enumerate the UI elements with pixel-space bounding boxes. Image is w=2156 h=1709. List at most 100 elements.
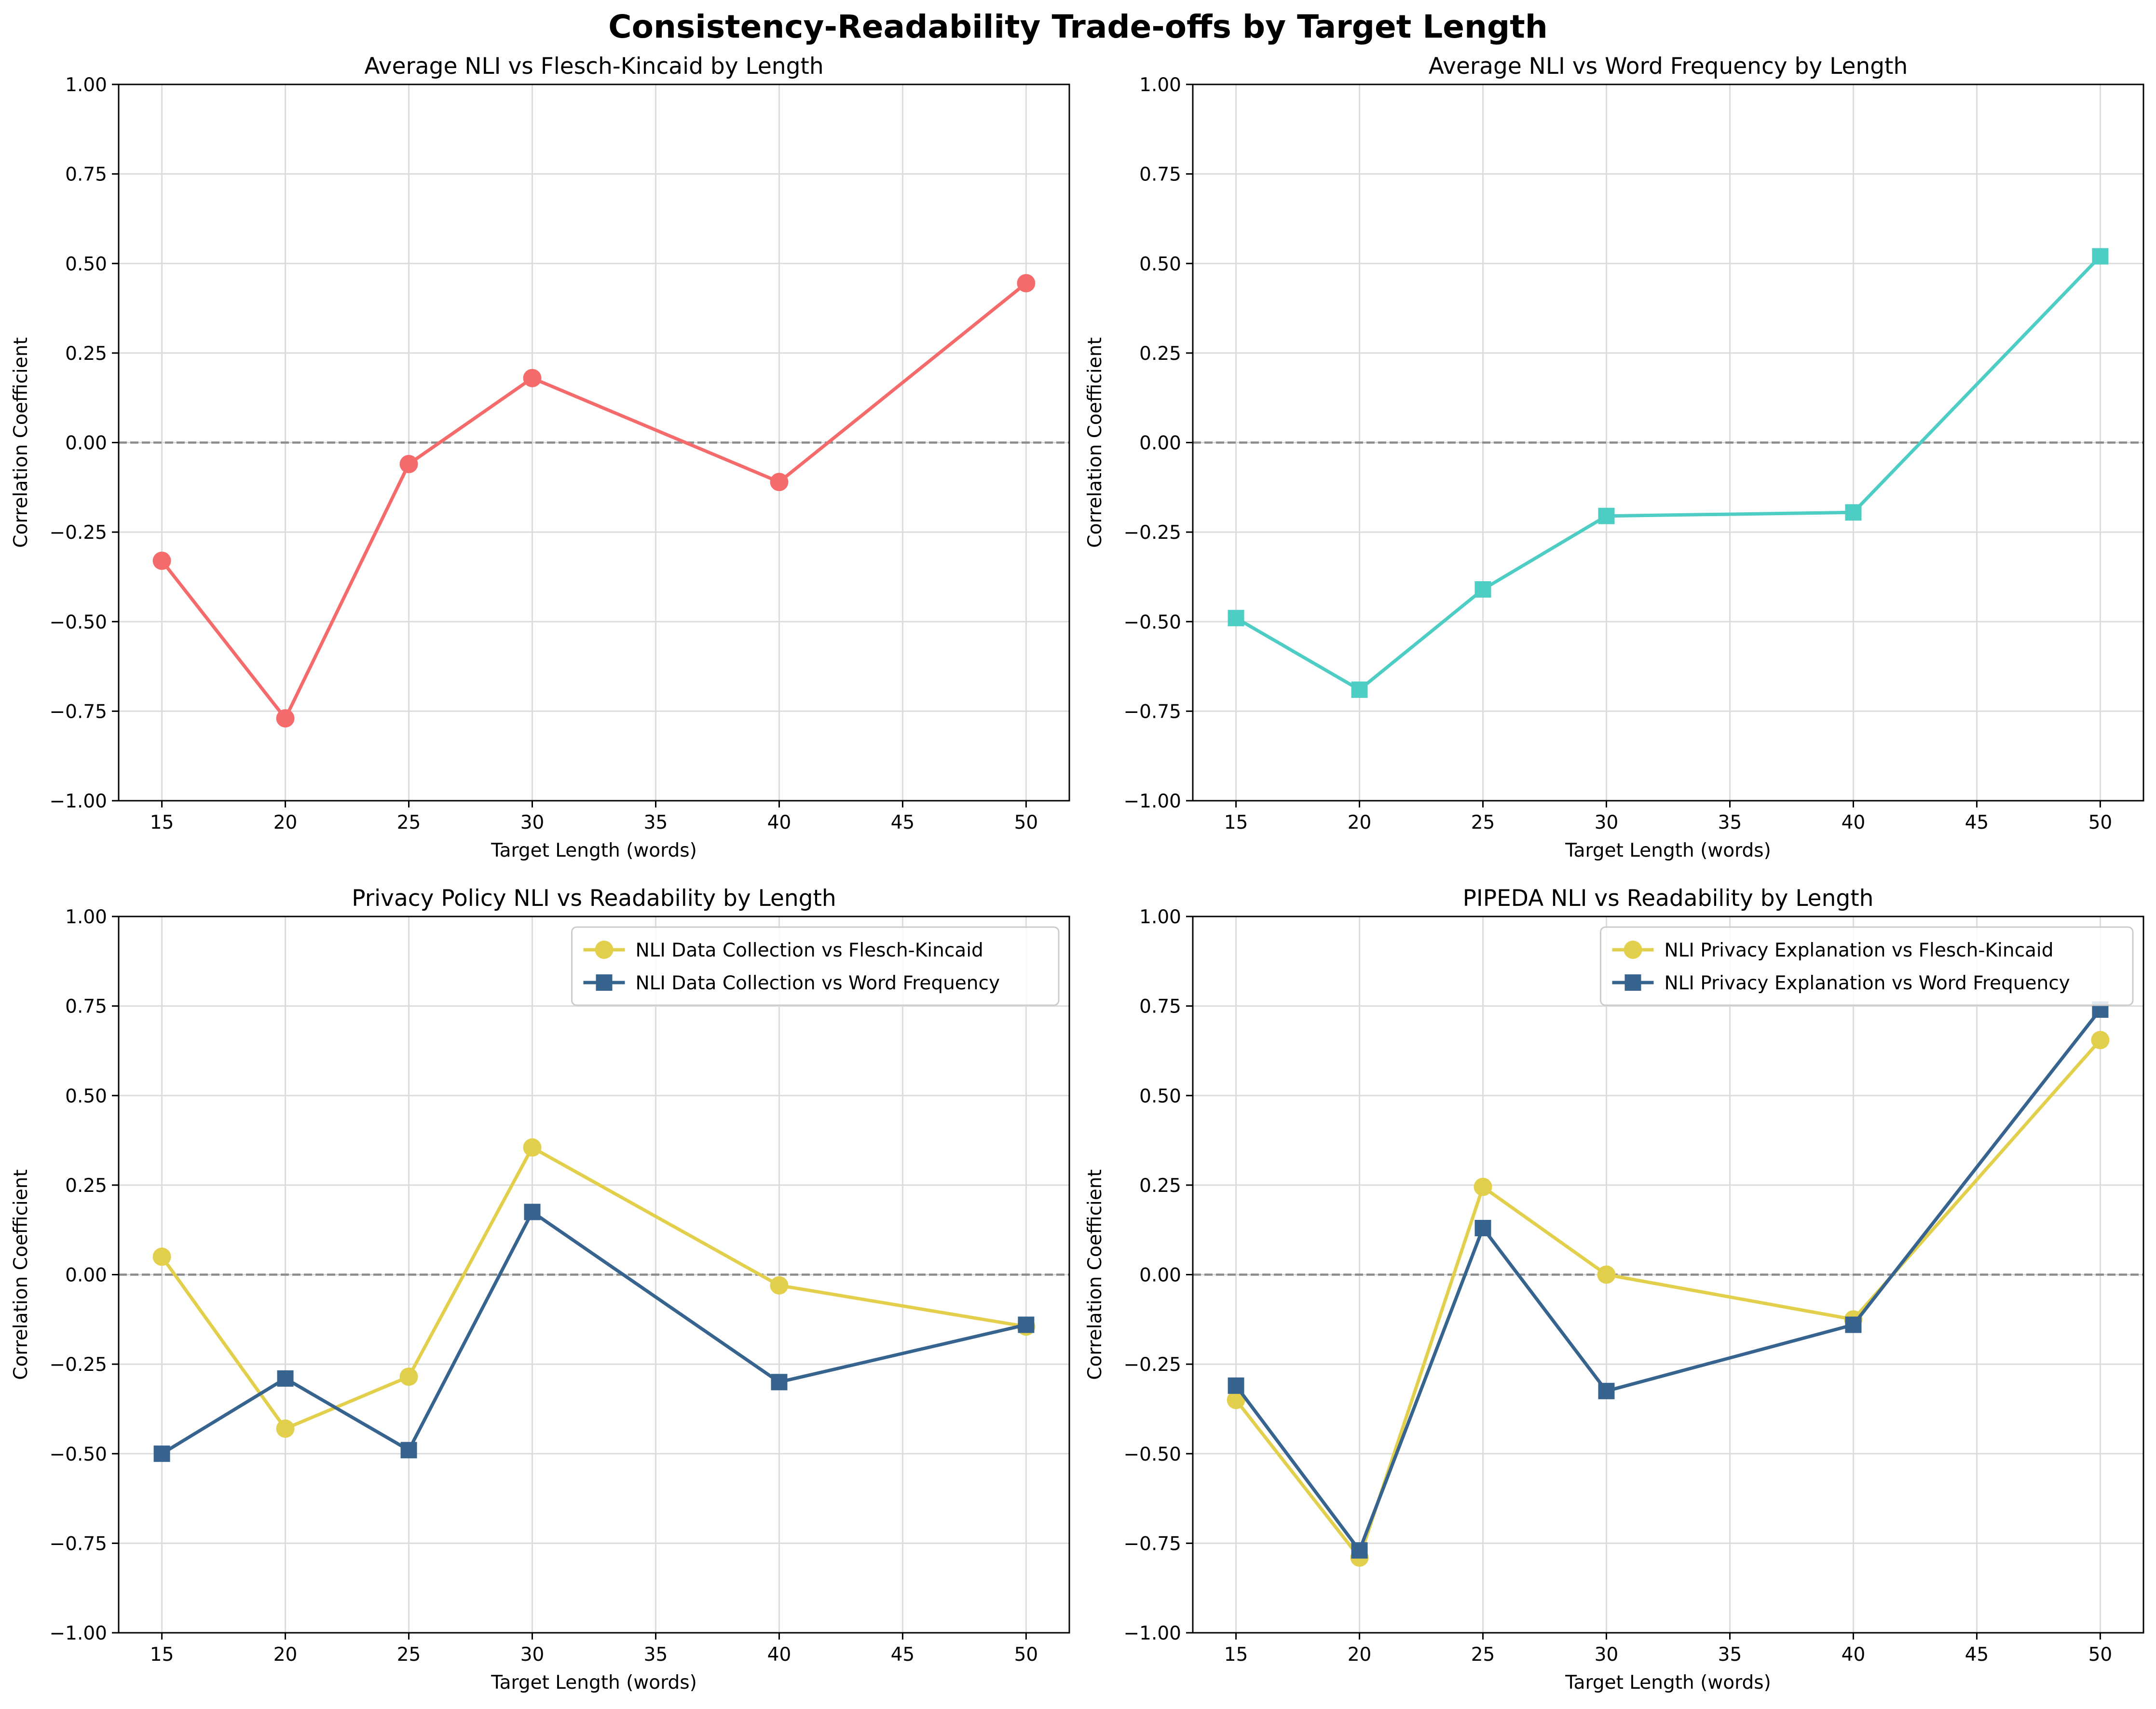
- y-tick-label: 0.00: [65, 433, 107, 454]
- data-point: [1017, 274, 1036, 293]
- x-axis: 15 20 25 30 35 40 45 50: [1224, 1633, 2112, 1666]
- legend-item-1: NLI Privacy Explanation vs Flesch-Kincai…: [1612, 940, 2054, 961]
- x-axis-label: Target Length (words): [1565, 1672, 1771, 1694]
- x-axis-label: Target Length (words): [491, 1672, 697, 1694]
- y-tick-label: −1.00: [49, 791, 107, 812]
- panel-title: Privacy Policy NLI vs Readability by Len…: [352, 885, 836, 912]
- figure-title: Consistency-Readability Trade-offs by Ta…: [608, 8, 1548, 45]
- legend-box: [1600, 926, 2134, 1006]
- series-2: [153, 1203, 1035, 1462]
- x-tick-label: 15: [150, 812, 174, 834]
- data-point: [1598, 507, 1615, 524]
- series-1: [1228, 248, 2109, 698]
- x-tick-label: 45: [1965, 812, 1989, 834]
- data-point: [400, 1442, 417, 1459]
- data-point: [153, 1445, 170, 1462]
- x-tick-label: 15: [150, 1644, 174, 1666]
- y-tick-label: −0.75: [49, 1533, 107, 1555]
- y-tick-label: 0.75: [1139, 164, 1181, 186]
- x-tick-label: 15: [1224, 1644, 1248, 1666]
- legend-box: [571, 926, 1060, 1006]
- data-point: [1474, 1177, 1492, 1196]
- data-point: [1845, 504, 1862, 521]
- series-line: [160, 1210, 1028, 1456]
- y-tick-label: 0.25: [1139, 343, 1181, 365]
- y-tick-label: 1.00: [1139, 906, 1181, 928]
- x-tick-label: 30: [1595, 1644, 1619, 1666]
- y-tick-label: −0.25: [49, 1354, 107, 1376]
- y-tick-label: 0.00: [1139, 433, 1181, 454]
- y-tick-label: −0.50: [1123, 1444, 1181, 1465]
- data-point: [276, 1419, 295, 1438]
- data-point: [1845, 1316, 1862, 1333]
- data-point: [1227, 1391, 1245, 1409]
- chart-panel-1: 15 20 25 30 35 40 45 50 −1.00 −0.75 −0.50 −0.25 0.00…: [10, 53, 1070, 861]
- legend-label: NLI Privacy Explanation vs Flesch-Kincai…: [1665, 940, 2054, 961]
- y-tick-label: −1.00: [49, 1623, 107, 1644]
- x-tick-label: 50: [1014, 1644, 1038, 1666]
- y-tick-label: −0.25: [1123, 522, 1181, 544]
- legend: NLI Data Collection vs Flesch-Kincaid NLI…: [571, 926, 1060, 1006]
- series-line: [1234, 254, 2102, 692]
- data-point: [770, 1276, 789, 1295]
- chart-panel-4: 15 20 25 30 35 40 45 50 −1.00 −0.75 −0.50 −0.25 0.00…: [1084, 885, 2144, 1694]
- y-tick-label: 1.00: [65, 74, 107, 96]
- y-tick-label: −1.00: [1123, 1623, 1181, 1644]
- data-point: [1018, 1316, 1035, 1333]
- y-tick-label: 0.50: [1139, 1085, 1181, 1107]
- y-axis: −1.00 −0.75 −0.50 −0.25 0.00 0.25 0.50 0.75 1.00: [1123, 906, 1193, 1644]
- y-tick-label: 0.75: [65, 164, 107, 186]
- x-tick-label: 45: [891, 1644, 915, 1666]
- x-tick-label: 20: [1348, 1644, 1372, 1666]
- x-tick-label: 35: [644, 1644, 668, 1666]
- data-point: [152, 551, 171, 570]
- x-tick-label: 25: [397, 1644, 421, 1666]
- series-1: [152, 1138, 1036, 1438]
- x-tick-label: 15: [1224, 812, 1248, 834]
- data-point: [276, 709, 295, 728]
- legend-item-2: NLI Data Collection vs Word Frequency: [583, 972, 1000, 994]
- y-axis-label: Correlation Coefficient: [1084, 1169, 1106, 1380]
- x-tick-label: 25: [397, 812, 421, 834]
- y-tick-label: 0.75: [1139, 996, 1181, 1018]
- x-tick-label: 35: [644, 812, 668, 834]
- chart-panel-3: 15 20 25 30 35 40 45 50 −1.00 −0.75 −0.50 −0.25 0.00…: [10, 885, 1070, 1694]
- x-axis-label: Target Length (words): [1565, 840, 1771, 861]
- series-line: [160, 1146, 1028, 1431]
- y-tick-label: 0.00: [1139, 1265, 1181, 1286]
- x-tick-label: 20: [273, 812, 298, 834]
- x-axis: 15 20 25 30 35 40 45 50: [1224, 801, 2112, 834]
- x-tick-label: 40: [1842, 1644, 1866, 1666]
- data-point: [524, 1203, 541, 1220]
- x-tick-label: 20: [1348, 812, 1372, 834]
- y-tick-label: 0.25: [65, 1175, 107, 1197]
- data-point: [1228, 1377, 1244, 1394]
- legend-item-2: NLI Privacy Explanation vs Word Frequenc…: [1612, 972, 2070, 994]
- y-tick-label: 1.00: [65, 906, 107, 928]
- x-tick-label: 35: [1718, 1644, 1742, 1666]
- data-point: [1474, 1219, 1491, 1236]
- x-tick-label: 40: [767, 812, 791, 834]
- data-point: [2092, 248, 2109, 265]
- series-2: [1228, 1001, 2109, 1559]
- data-point: [1597, 1265, 1616, 1284]
- data-point: [399, 455, 418, 474]
- legend-marker: [1624, 941, 1642, 959]
- x-tick-label: 50: [2088, 1644, 2113, 1666]
- series-line: [1234, 1008, 2102, 1552]
- data-point: [277, 1370, 294, 1387]
- legend-marker: [1624, 974, 1641, 991]
- x-axis-label: Target Length (words): [491, 840, 697, 861]
- y-axis-label: Correlation Coefficient: [10, 1169, 32, 1380]
- y-tick-label: 0.50: [1139, 253, 1181, 275]
- x-tick-label: 45: [891, 812, 915, 834]
- y-axis: −1.00 −0.75 −0.50 −0.25 0.00 0.25 0.50 0.75 1.00: [1123, 74, 1193, 812]
- x-axis: 15 20 25 30 35 40 45 50: [150, 1633, 1038, 1666]
- legend-label: NLI Privacy Explanation vs Word Frequenc…: [1665, 972, 2070, 994]
- legend-label: NLI Data Collection vs Word Frequency: [636, 972, 1000, 994]
- data-point: [523, 369, 542, 387]
- data-point: [399, 1367, 418, 1386]
- y-tick-label: 1.00: [1139, 74, 1181, 96]
- x-tick-label: 30: [1595, 812, 1619, 834]
- series-line: [160, 281, 1028, 720]
